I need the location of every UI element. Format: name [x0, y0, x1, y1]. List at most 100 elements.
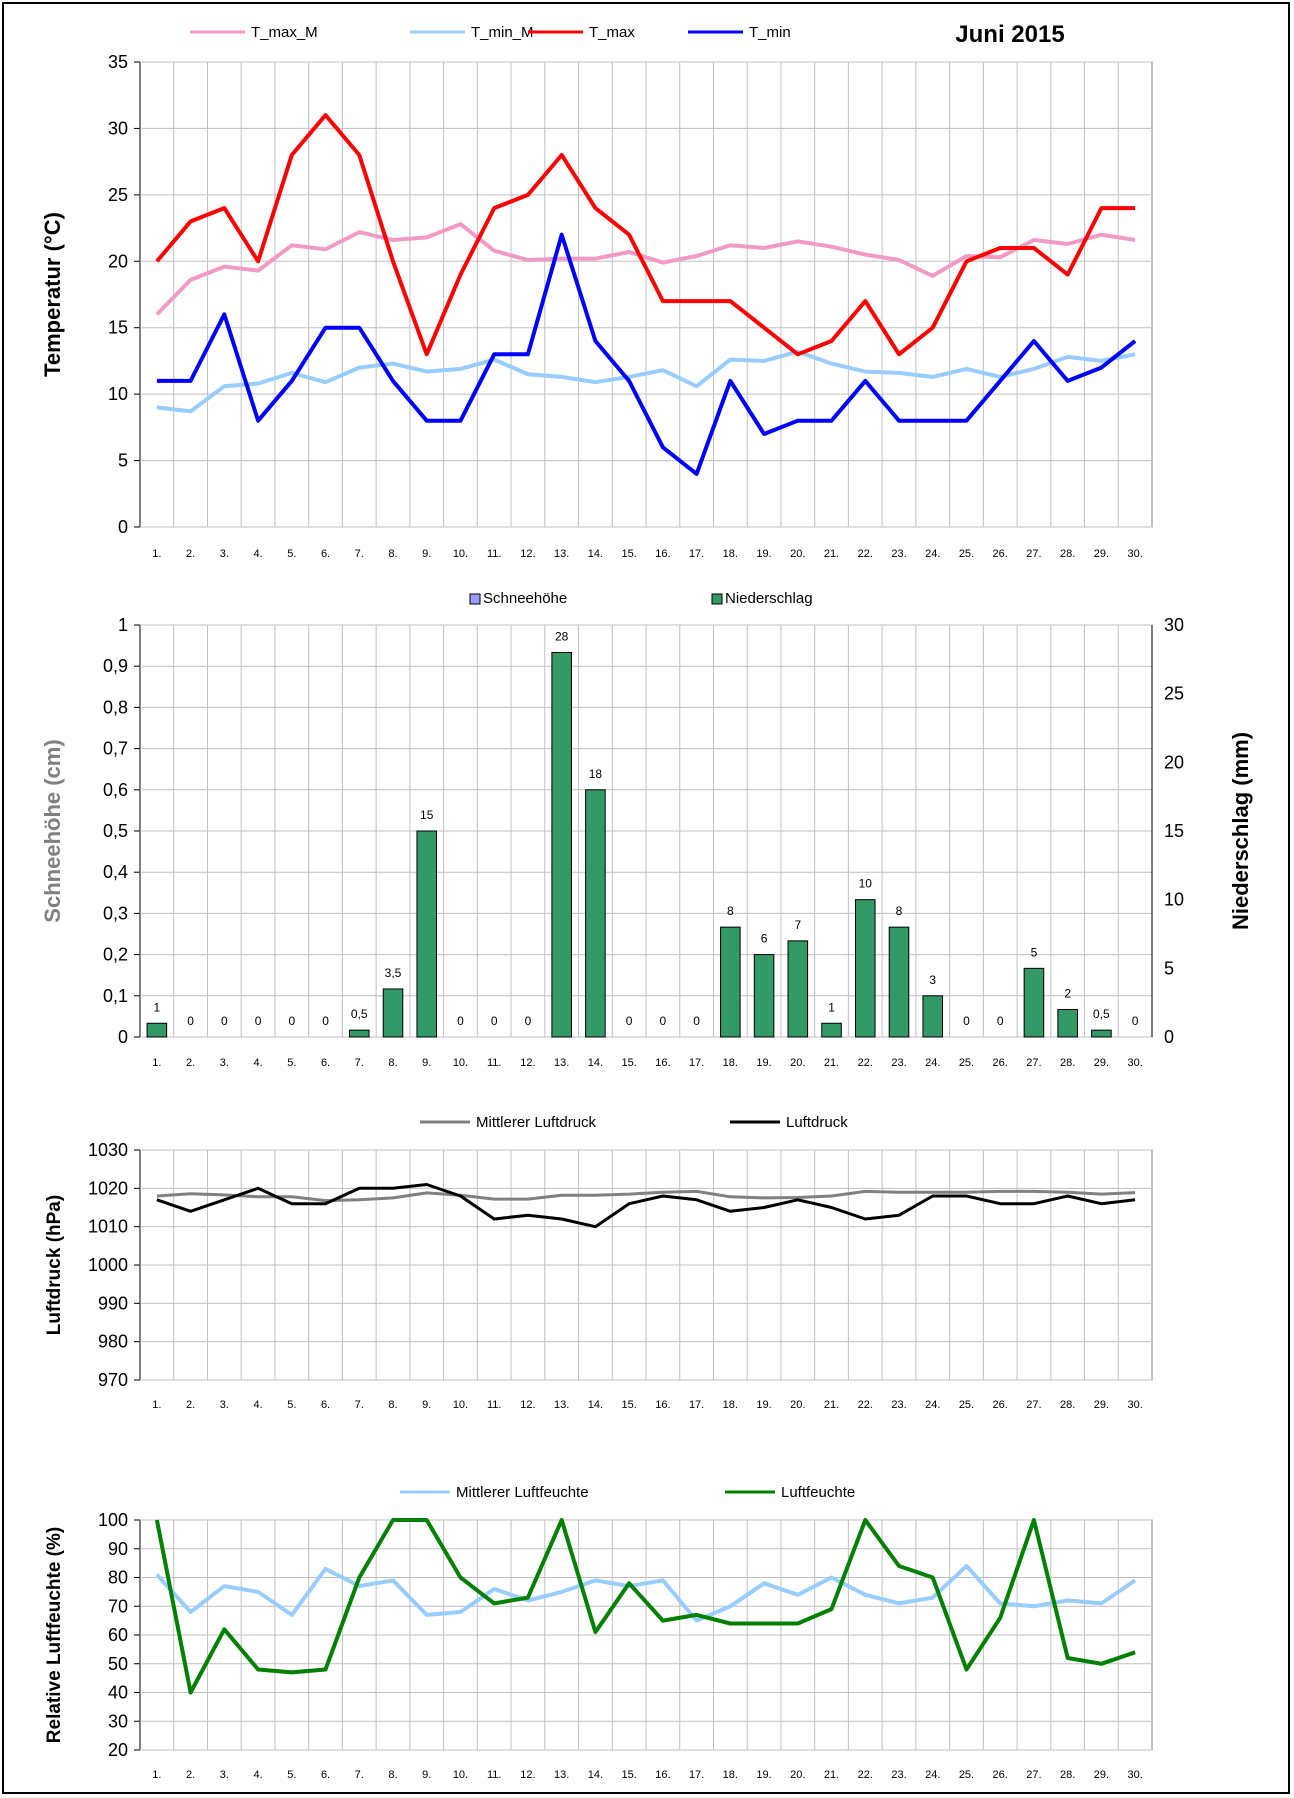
data-label: 3 [929, 973, 936, 987]
y-tick-label: 100 [98, 1510, 128, 1530]
chart-panel-4: 1. 2. 3. 4. 5. 6. 7. 8. 9. 10. 11. 12. 13. 14. 15. 16. 1… [44, 1484, 1153, 1781]
x-tick-label: 30. [1127, 548, 1142, 560]
x-tick-label: 15. [621, 548, 636, 560]
y-tick-label: 990 [98, 1293, 128, 1313]
y-tick-label: 70 [108, 1596, 128, 1616]
x-tick-label: 25. [959, 548, 974, 560]
x-tick-label: 26. [993, 548, 1008, 560]
x-tick-label: 28. [1060, 1057, 1075, 1069]
x-tick-label: 25. [959, 1399, 974, 1411]
series-line [156, 1189, 1136, 1203]
legend-swatch [469, 593, 481, 605]
x-tick-label: 3. [220, 1399, 229, 1411]
data-label: 10 [859, 877, 873, 891]
legend-swatch [711, 593, 723, 605]
x-tick-label: 8. [388, 548, 397, 560]
precip-bar [382, 988, 404, 1038]
x-tick-label: 21. [824, 548, 839, 560]
y-tick-label: 35 [108, 52, 128, 72]
x-tick-label: 8. [388, 1399, 397, 1411]
x-tick-label: 4. [253, 1769, 262, 1781]
x-tick-label: 18. [723, 548, 738, 560]
x-tick-label: 10. [453, 1057, 468, 1069]
x-tick-label: 19. [756, 1769, 771, 1781]
x-tick-label: 18. [723, 1769, 738, 1781]
x-tick-label: 23. [891, 1399, 906, 1411]
x-tick-label: 12. [520, 1057, 535, 1069]
legend-label: Mittlerer Luftdruck [476, 1114, 597, 1131]
x-tick-label: 1. [152, 548, 161, 560]
chart-panel-2: 1. 2. 3. 4. 5. 6. 7. 8. 9. 10. 11. 12. 13. 14. 15. 16. 1… [40, 590, 1253, 1069]
y-tick-label: 0 [118, 517, 128, 537]
x-tick-label: 1. [152, 1399, 161, 1411]
precip-bar [888, 926, 910, 1038]
data-label: 8 [727, 904, 734, 918]
chart-panel-1: 1. 2. 3. 4. 5. 6. 7. 8. 9. 10. 11. 12. 13. 14. 15. 16. 1… [40, 24, 1153, 560]
y-axis-label: Temperatur (°C) [40, 212, 65, 377]
x-tick-label: 9. [422, 1399, 431, 1411]
precip-bar [787, 940, 809, 1038]
data-label: 0 [693, 1014, 700, 1028]
legend-label: T_max_M [251, 24, 318, 41]
data-label: 7 [794, 918, 801, 932]
x-tick-label: 17. [689, 1057, 704, 1069]
x-tick-label: 10. [453, 548, 468, 560]
x-tick-label: 6. [321, 1769, 330, 1781]
data-label: 8 [896, 904, 903, 918]
legend-label: Luftfeuchte [781, 1484, 855, 1501]
x-tick-label: 7. [355, 1057, 364, 1069]
y-tick-label: 90 [108, 1539, 128, 1559]
x-tick-label: 20. [790, 548, 805, 560]
x-tick-label: 8. [388, 1769, 397, 1781]
y-axis-label: Luftdruck (hPa) [44, 1195, 65, 1335]
x-tick-label: 30. [1127, 1399, 1142, 1411]
x-tick-label: 9. [422, 1057, 431, 1069]
x-tick-label: 3. [220, 1057, 229, 1069]
x-tick-label: 21. [824, 1399, 839, 1411]
x-tick-label: 7. [355, 1769, 364, 1781]
x-tick-label: 16. [655, 1769, 670, 1781]
x-tick-label: 20. [790, 1769, 805, 1781]
y-tick-label: 0 [118, 1027, 128, 1047]
x-tick-label: 27. [1026, 1057, 1041, 1069]
x-tick-label: 28. [1060, 1769, 1075, 1781]
x-tick-label: 7. [355, 548, 364, 560]
y-axis-label-right: Niederschlag (mm) [1228, 732, 1253, 930]
y-tick-label: 1020 [88, 1178, 128, 1198]
y-tick-label: 0,5 [103, 821, 128, 841]
x-tick-label: 3. [220, 548, 229, 560]
data-label: 5 [1031, 945, 1038, 959]
y-tick-label: 30 [108, 1711, 128, 1731]
x-tick-label: 13. [554, 548, 569, 560]
x-tick-label: 26. [993, 1399, 1008, 1411]
y-axis-label-left: Schneehöhe (cm) [40, 739, 65, 922]
x-tick-label: 30. [1127, 1057, 1142, 1069]
x-tick-label: 3. [220, 1769, 229, 1781]
x-tick-label: 23. [891, 548, 906, 560]
x-tick-label: 2. [186, 1769, 195, 1781]
x-tick-label: 1. [152, 1057, 161, 1069]
x-tick-label: 26. [993, 1057, 1008, 1069]
x-tick-label: 5. [287, 1769, 296, 1781]
x-tick-label: 20. [790, 1057, 805, 1069]
data-label: 18 [589, 767, 603, 781]
data-label: 0 [491, 1014, 498, 1028]
data-label: 2 [1064, 987, 1071, 1001]
x-tick-label: 30. [1127, 1769, 1142, 1781]
x-tick-label: 16. [655, 1057, 670, 1069]
y-tick-label: 15 [108, 318, 128, 338]
data-label: 0,5 [1093, 1007, 1110, 1021]
y-tick-label: 20 [108, 251, 128, 271]
series-line [156, 1183, 1136, 1229]
y-tick-label: 10 [108, 384, 128, 404]
precip-bar [753, 954, 775, 1038]
y-tick-label: 40 [108, 1683, 128, 1703]
precip-bar [821, 1022, 842, 1038]
x-tick-label: 28. [1060, 548, 1075, 560]
y-tick-label: 50 [108, 1654, 128, 1674]
data-label: 0 [255, 1014, 262, 1028]
y-tick-label: 0,8 [103, 697, 128, 717]
x-tick-label: 19. [756, 1057, 771, 1069]
x-tick-label: 16. [655, 548, 670, 560]
x-tick-label: 14. [588, 548, 603, 560]
